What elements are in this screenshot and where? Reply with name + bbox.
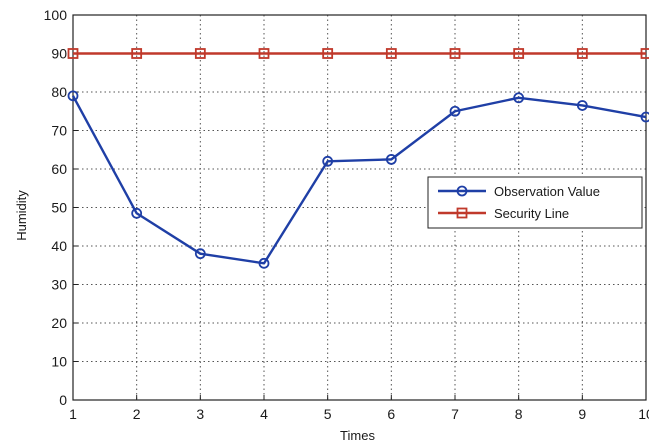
x-axis-label: Times (340, 428, 375, 443)
legend-marker (456, 207, 468, 219)
data-point (67, 90, 79, 102)
data-point (449, 105, 461, 117)
series-security-line (67, 48, 649, 59)
legend-marker (456, 185, 468, 197)
x-tick-label: 7 (451, 406, 459, 422)
data-point (131, 48, 143, 59)
series-line (71, 95, 647, 265)
data-point (640, 48, 649, 59)
legend: Observation Value Security Line (427, 176, 643, 229)
y-axis-label: Humidity (14, 190, 29, 241)
data-point (322, 48, 334, 59)
y-tick-label: 20 (51, 315, 67, 331)
axis-ticks: 123456789100102030405060708090100 (44, 7, 649, 422)
data-point (67, 48, 79, 59)
x-tick-label: 3 (196, 406, 204, 422)
data-point (513, 48, 525, 59)
y-tick-label: 60 (51, 161, 67, 177)
series-observation-value (67, 90, 649, 269)
y-tick-label: 40 (51, 238, 67, 254)
y-tick-label: 30 (51, 277, 67, 293)
series-lines (67, 48, 649, 269)
data-point (322, 155, 334, 167)
data-point (194, 248, 206, 260)
data-point (385, 153, 397, 165)
legend-entry-label: Observation Value (494, 184, 600, 199)
data-point (131, 207, 143, 219)
x-tick-label: 4 (260, 406, 268, 422)
y-tick-label: 70 (51, 123, 67, 139)
data-point (194, 48, 206, 59)
data-point (258, 48, 270, 59)
y-tick-label: 90 (51, 46, 67, 62)
legend-entry-label: Security Line (494, 206, 569, 221)
x-tick-label: 2 (133, 406, 141, 422)
data-point (640, 111, 649, 123)
y-tick-label: 0 (59, 392, 67, 408)
y-tick-label: 80 (51, 84, 67, 100)
x-tick-label: 9 (578, 406, 586, 422)
legend-box (427, 176, 643, 229)
data-point (385, 48, 397, 59)
data-point (576, 100, 588, 111)
x-tick-label: 5 (324, 406, 332, 422)
y-tick-label: 100 (44, 7, 68, 23)
x-tick-label: 10 (638, 406, 649, 422)
x-tick-label: 8 (515, 406, 523, 422)
x-tick-label: 1 (69, 406, 77, 422)
x-tick-label: 6 (387, 406, 395, 422)
data-point (513, 92, 525, 104)
data-point (449, 48, 461, 59)
data-point (258, 257, 270, 269)
y-tick-label: 50 (51, 200, 67, 216)
y-tick-label: 10 (51, 354, 67, 370)
data-point (576, 48, 588, 59)
